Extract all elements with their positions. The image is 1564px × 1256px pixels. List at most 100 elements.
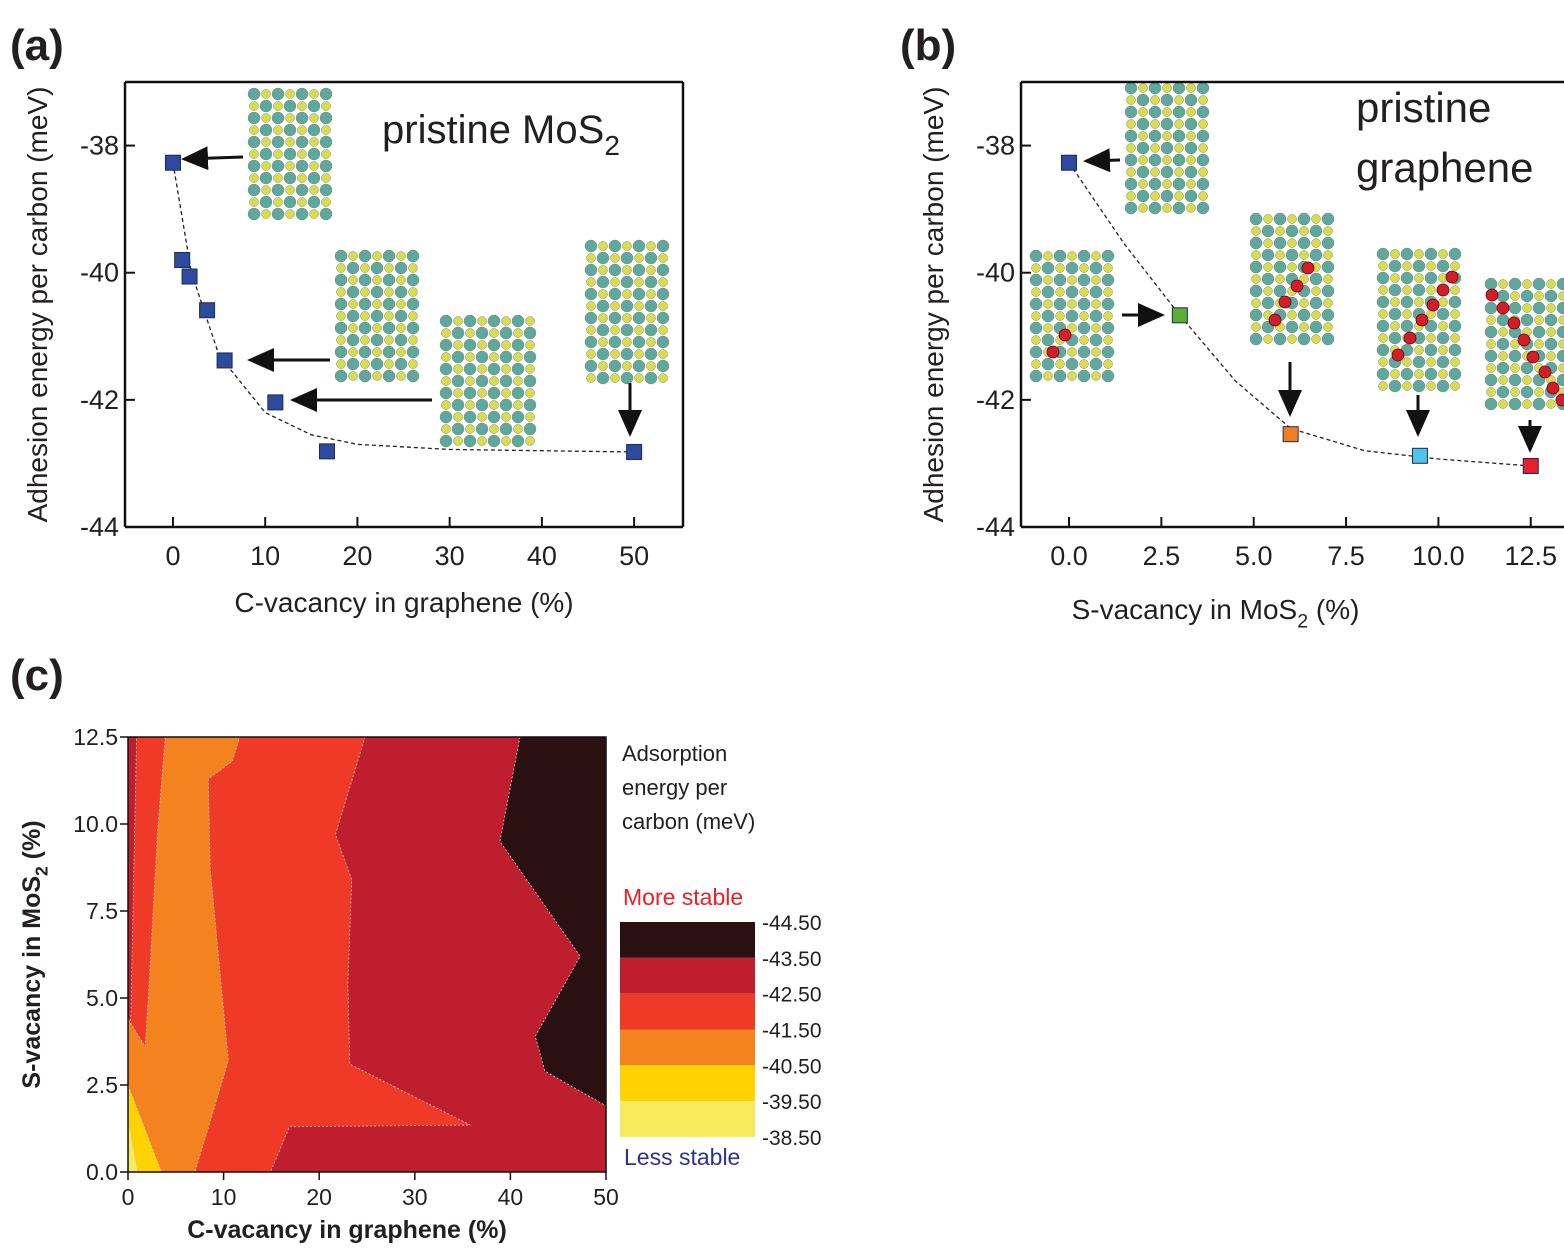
structure-atom bbox=[1044, 300, 1053, 309]
data-point bbox=[1172, 308, 1187, 323]
structure-atom bbox=[478, 365, 487, 374]
structure-atom bbox=[395, 262, 407, 274]
data-point bbox=[1523, 458, 1538, 473]
structure-atom bbox=[1080, 312, 1089, 321]
structure-atom bbox=[488, 411, 500, 423]
structure-atom bbox=[272, 112, 284, 124]
structure-atom bbox=[1274, 261, 1286, 273]
structure-atom bbox=[1521, 314, 1533, 326]
structure-atom bbox=[284, 148, 296, 160]
structure-atom bbox=[1535, 316, 1544, 325]
structure-atom bbox=[1497, 386, 1509, 398]
structure-atom bbox=[337, 336, 346, 345]
structure-atom bbox=[248, 136, 260, 148]
structure-atom bbox=[488, 315, 500, 327]
structure-atom bbox=[385, 288, 394, 297]
structure-atom bbox=[478, 389, 487, 398]
x-axis-title-text: S-vacancy in MoS bbox=[1072, 594, 1298, 625]
y-tick-label: -42 bbox=[80, 385, 119, 415]
structure-atom bbox=[1547, 304, 1556, 313]
structure-atom bbox=[1511, 364, 1520, 373]
structure-atom bbox=[1187, 180, 1196, 189]
vacancy-atom bbox=[1446, 271, 1458, 283]
x-tick-label: 10.0 bbox=[1412, 541, 1465, 571]
structure-atom bbox=[1030, 298, 1042, 310]
structure-atom bbox=[1276, 227, 1285, 236]
structure-atom bbox=[635, 326, 644, 335]
structure-atom bbox=[274, 126, 283, 135]
structure-atom bbox=[1151, 144, 1160, 153]
structure-atom bbox=[1163, 132, 1172, 141]
structure-atom bbox=[1322, 237, 1334, 249]
structure-atom bbox=[1042, 262, 1054, 274]
vacancy-atom bbox=[1291, 280, 1303, 292]
structure-atom bbox=[337, 312, 346, 321]
x-axis-title-text: C-vacancy in graphene (%) bbox=[234, 587, 573, 618]
structure-atom bbox=[490, 425, 499, 434]
structure-atom bbox=[500, 423, 512, 435]
structure-atom bbox=[514, 329, 523, 338]
structure-atom bbox=[1312, 335, 1321, 344]
y-tick-label: 10.0 bbox=[73, 811, 118, 837]
structure-atom bbox=[524, 351, 536, 363]
x-tick-label: 20 bbox=[306, 1184, 332, 1210]
structure-atom bbox=[1250, 285, 1262, 297]
structure-atom bbox=[349, 372, 358, 381]
structure-atom bbox=[1286, 225, 1298, 237]
data-point bbox=[268, 395, 283, 410]
structure-atom bbox=[1437, 356, 1449, 368]
structure-atom bbox=[587, 254, 596, 263]
structure-atom bbox=[1485, 350, 1497, 362]
structure-atom bbox=[1288, 311, 1297, 320]
structure-atom bbox=[1449, 344, 1461, 356]
structure-atom bbox=[442, 401, 451, 410]
structure-atom bbox=[1322, 213, 1334, 225]
structure-atom bbox=[585, 312, 597, 324]
structure-atom bbox=[1521, 290, 1533, 302]
structure-atom bbox=[1509, 374, 1521, 386]
structure-atom bbox=[1310, 297, 1322, 309]
structure-atom bbox=[1044, 324, 1053, 333]
structure-atom bbox=[337, 360, 346, 369]
structure-atom bbox=[349, 300, 358, 309]
structure-atom bbox=[1403, 358, 1412, 367]
structure-atom bbox=[1163, 156, 1172, 165]
structure-atom bbox=[296, 136, 308, 148]
structure-atom bbox=[286, 90, 295, 99]
y-tick-label: -38 bbox=[976, 131, 1015, 161]
structure-atom bbox=[1439, 346, 1448, 355]
structure-atom bbox=[397, 324, 406, 333]
structure-atom bbox=[1322, 309, 1334, 321]
structure-atom bbox=[659, 326, 668, 335]
structure-atom bbox=[1102, 370, 1114, 382]
structure-atom bbox=[452, 399, 464, 411]
structure-atom bbox=[1139, 204, 1148, 213]
structure-atom bbox=[298, 150, 307, 159]
structure-atom bbox=[1139, 84, 1148, 93]
structure-atom bbox=[1310, 273, 1322, 285]
structure-atom bbox=[1557, 278, 1564, 290]
structure-atom bbox=[1199, 120, 1208, 129]
structure-atom bbox=[464, 315, 476, 327]
structure-atom bbox=[488, 387, 500, 399]
structure-atom bbox=[1056, 360, 1065, 369]
structure-atom bbox=[635, 302, 644, 311]
structure-atom bbox=[1557, 350, 1564, 362]
structure-atom bbox=[1264, 215, 1273, 224]
structure-atom bbox=[1415, 298, 1424, 307]
structure-atom bbox=[621, 372, 633, 384]
structure-atom bbox=[466, 401, 475, 410]
structure-atom bbox=[1425, 368, 1437, 380]
structure-atom bbox=[585, 288, 597, 300]
vacancy-atom bbox=[1047, 346, 1059, 358]
structure-atom bbox=[262, 210, 271, 219]
structure-atom bbox=[1499, 376, 1508, 385]
y-axis-title-sub: 2 bbox=[32, 866, 52, 876]
structure-atom bbox=[1389, 380, 1401, 392]
structure-atom bbox=[657, 360, 669, 372]
structure-atom bbox=[347, 358, 359, 370]
structure-atom bbox=[635, 254, 644, 263]
structure-atom bbox=[1127, 192, 1136, 201]
structure-atom bbox=[1377, 272, 1389, 284]
structure-image bbox=[1377, 248, 1461, 392]
